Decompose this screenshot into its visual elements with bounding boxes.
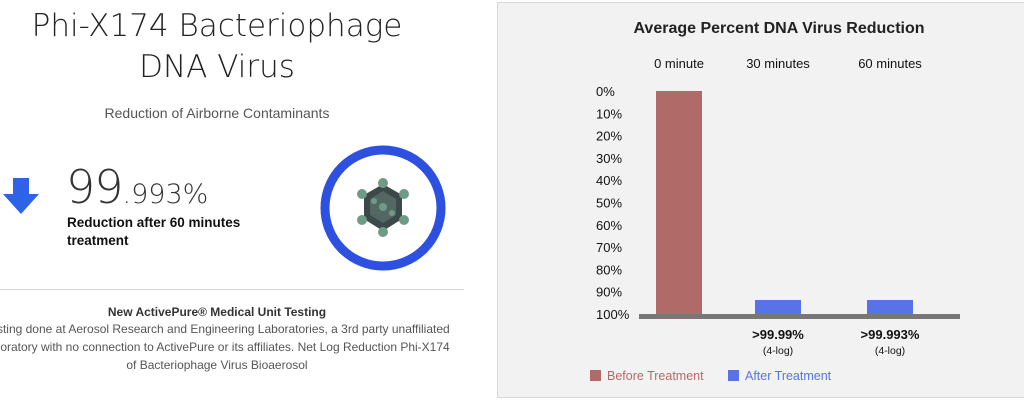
stat-caption: Reduction after 60 minutes treatment	[67, 215, 241, 248]
chart-title: Average Percent DNA Virus Reduction	[633, 20, 924, 37]
title-line-2: DNA Virus	[139, 49, 295, 85]
category-label: 30 minutes	[746, 56, 810, 71]
bar-chart: Average Percent DNA Virus Reduction 0 mi…	[590, 20, 960, 383]
y-tick-label: 40%	[596, 173, 622, 188]
page-title: Phi-X174 Bacteriophage DNA Virus	[0, 6, 434, 88]
data-label-note: (4-log)	[763, 345, 793, 357]
testing-line-2: laboratory with no connection to ActiveP…	[0, 340, 450, 354]
stat-integer: 99	[66, 160, 124, 214]
legend-swatch	[590, 370, 601, 381]
data-labels: >99.99% (4-log) >99.993% (4-log)	[752, 327, 920, 357]
bar-30-minutes	[755, 300, 801, 314]
y-tick-label: 0%	[596, 84, 615, 99]
y-tick-label: 50%	[596, 196, 622, 211]
y-tick-label: 70%	[596, 240, 622, 255]
down-arrow-icon	[3, 178, 39, 214]
testing-line-1: Testing done at Aerosol Research and Eng…	[0, 322, 450, 336]
y-tick-label: 90%	[596, 285, 622, 300]
left-panel: Phi-X174 Bacteriophage DNA Virus Reducti…	[0, 0, 470, 401]
bars	[656, 91, 913, 314]
legend-label: Before Treatment	[607, 369, 704, 383]
virus-particle-icon	[357, 178, 409, 237]
data-label-value: >99.99%	[752, 327, 804, 342]
y-tick-label: 100%	[596, 307, 630, 322]
bar-60-minutes	[867, 300, 913, 314]
category-label: 0 minute	[654, 56, 704, 71]
divider	[0, 289, 464, 290]
reduction-stat: 99.993%	[66, 160, 208, 214]
testing-line-3: of Bacteriophage Virus Bioaerosol	[126, 358, 308, 372]
testing-title: New ActivePure® Medical Unit Testing	[107, 305, 327, 319]
data-label-value: >99.993%	[861, 327, 920, 342]
subtitle: Reduction of Airborne Contaminants	[104, 105, 330, 121]
category-labels: 0 minute 30 minutes 60 minutes	[654, 56, 922, 71]
stat-decimal: .993%	[122, 179, 209, 210]
bar-0-minute	[656, 91, 702, 314]
y-tick-label: 80%	[596, 262, 622, 277]
testing-description: Testing done at Aerosol Research and Eng…	[0, 320, 534, 374]
title-line-1: Phi-X174 Bacteriophage	[31, 8, 403, 44]
y-axis-ticks: 0% 10% 20% 30% 40% 50% 60% 70% 80% 90% 100%	[596, 84, 630, 322]
y-tick-label: 30%	[596, 151, 622, 166]
legend-swatch	[728, 370, 739, 381]
legend: Before Treatment After Treatment	[590, 369, 832, 383]
y-tick-label: 10%	[596, 106, 622, 121]
chart-panel: Average Percent DNA Virus Reduction 0 mi…	[497, 2, 1024, 398]
data-label-note: (4-log)	[875, 345, 905, 357]
x-axis-baseline	[639, 314, 960, 319]
ring-arc	[320, 145, 446, 271]
y-tick-label: 20%	[596, 129, 622, 144]
y-tick-label: 60%	[596, 218, 622, 233]
progress-ring	[320, 145, 446, 271]
legend-label: After Treatment	[745, 369, 832, 383]
category-label: 60 minutes	[858, 56, 922, 71]
